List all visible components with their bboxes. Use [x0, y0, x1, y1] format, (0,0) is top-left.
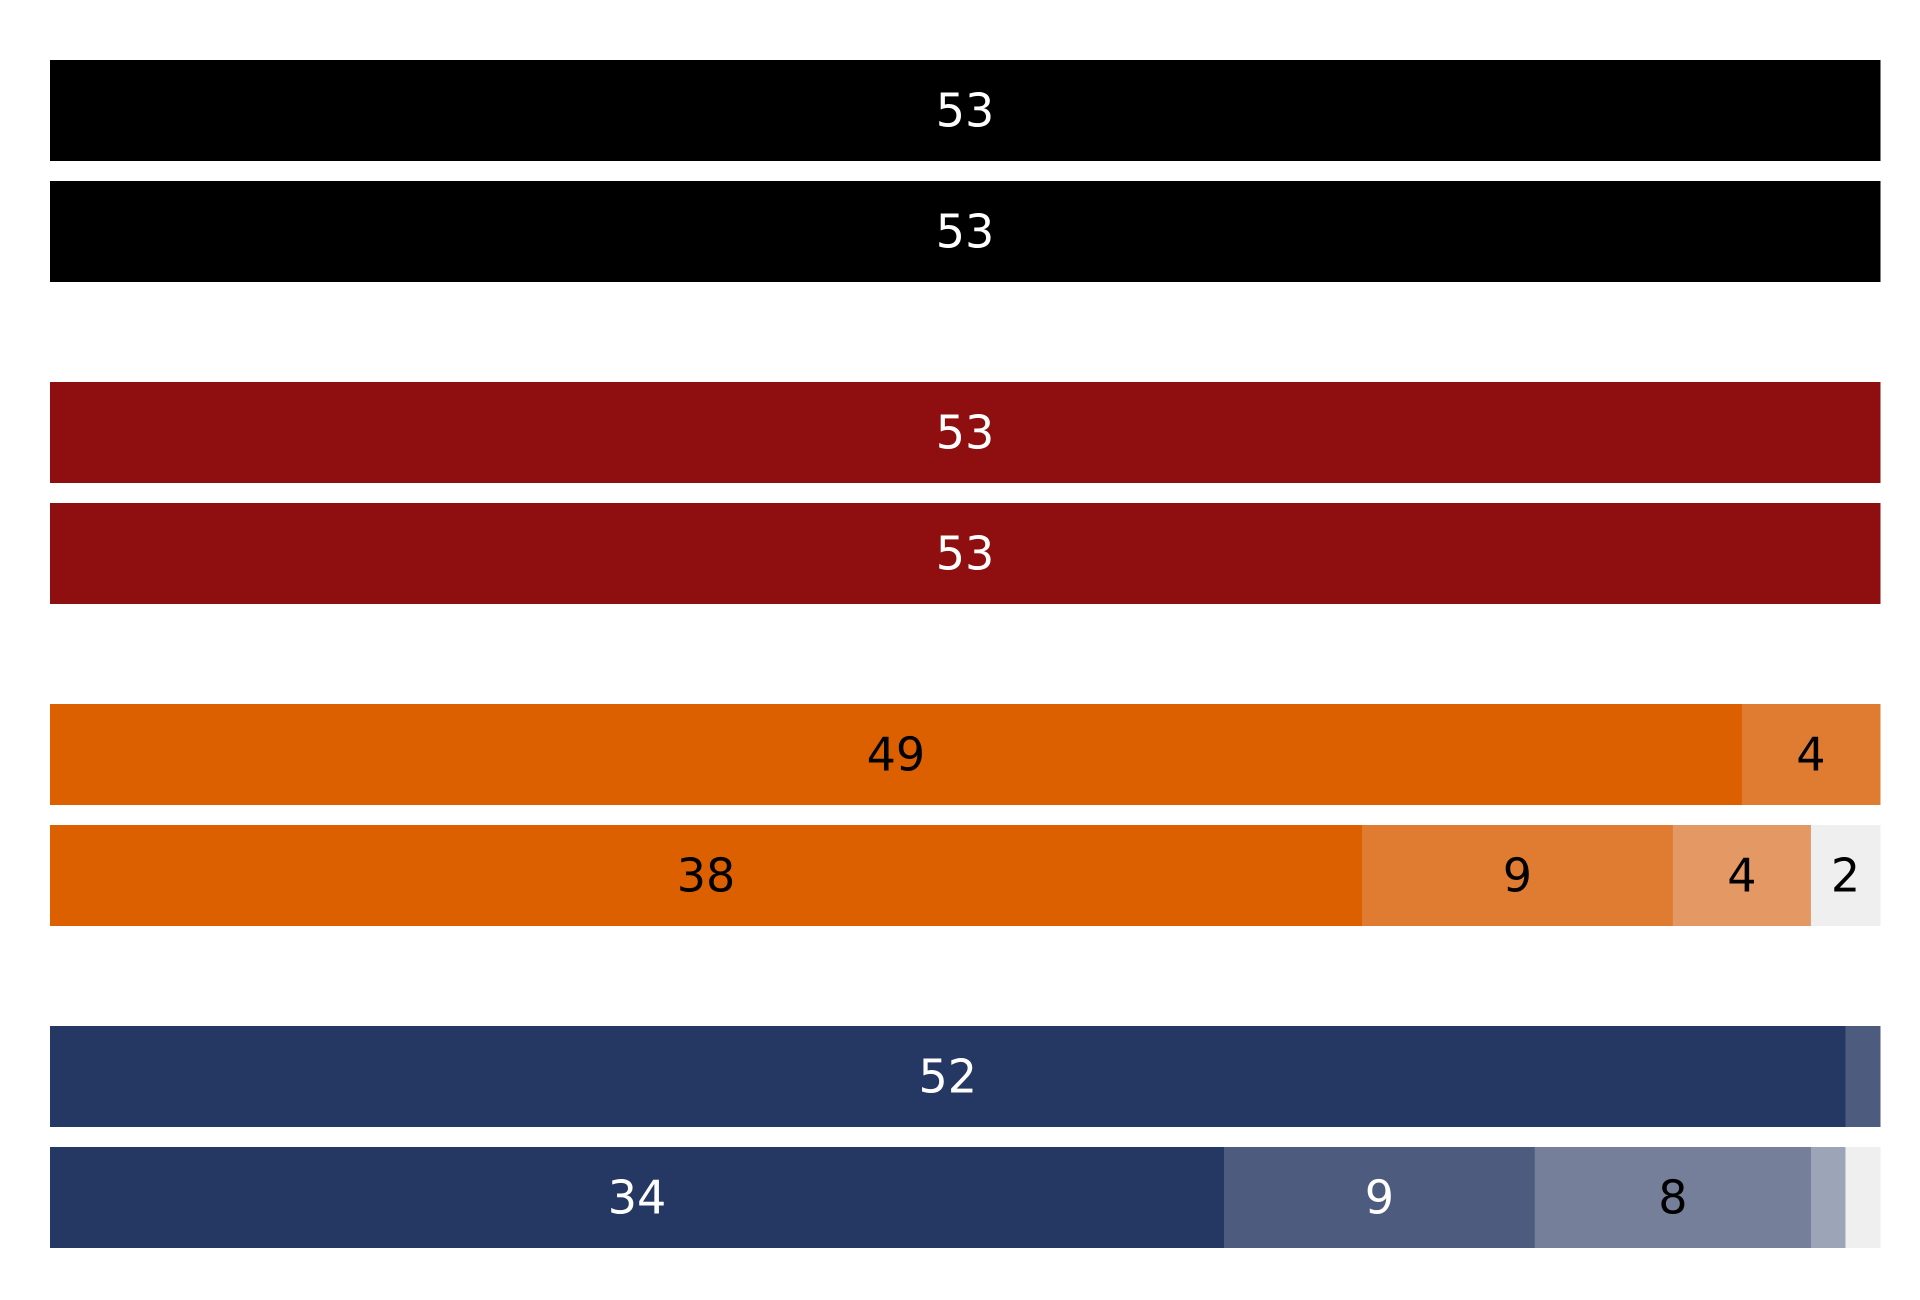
data-label: 52	[918, 1050, 977, 1104]
data-label: 9	[1503, 849, 1532, 903]
data-label: 2	[1831, 849, 1860, 903]
bar-segment	[50, 60, 1881, 161]
data-label: 53	[936, 205, 995, 259]
bar-segment	[1810, 1147, 1846, 1248]
bar-segment	[50, 382, 1881, 483]
data-label: 53	[936, 84, 995, 138]
bar-segment	[1534, 1147, 1812, 1248]
bar-group: 53 53	[50, 382, 1881, 604]
data-label: 9	[1365, 1171, 1394, 1225]
data-label: 53	[936, 527, 995, 581]
bar-group: 52 34 9 8	[50, 1026, 1881, 1248]
data-label: 38	[677, 849, 736, 903]
bar-segment	[50, 1147, 1225, 1248]
data-label: 53	[936, 406, 995, 460]
data-label: 34	[608, 1171, 667, 1225]
bar-segment	[1845, 1026, 1881, 1127]
data-label: 4	[1796, 728, 1825, 782]
bar-segment	[1362, 825, 1674, 926]
bar-segment	[1741, 704, 1881, 805]
bar-segment	[50, 181, 1881, 282]
bar-segment	[1223, 1147, 1536, 1248]
bar-segment	[50, 503, 1881, 604]
bar-segment	[1810, 825, 1881, 926]
bar-segment	[50, 1026, 1846, 1127]
data-label: 4	[1727, 849, 1756, 903]
bar-segment	[1672, 825, 1812, 926]
bar-segment	[50, 825, 1363, 926]
bar-segment	[50, 704, 1743, 805]
bar-group: 49 4 38 9 4 2	[50, 704, 1881, 926]
data-label: 8	[1658, 1171, 1687, 1225]
bar-group: 53 53	[50, 60, 1881, 282]
data-label: 49	[867, 728, 926, 782]
bar-segment	[1845, 1147, 1881, 1248]
